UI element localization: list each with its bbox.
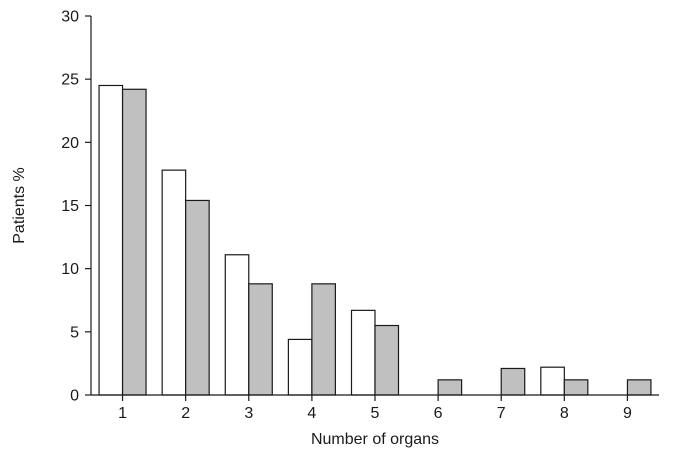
y-tick-label: 10 bbox=[61, 261, 79, 278]
bar-series-2 bbox=[121, 88, 147, 396]
x-tick-label: 9 bbox=[623, 405, 632, 422]
y-tick-label: 5 bbox=[70, 324, 79, 341]
x-tick-label: 8 bbox=[560, 405, 569, 422]
bar-series-2 bbox=[311, 283, 336, 396]
y-tick-label: 15 bbox=[61, 198, 79, 215]
bar-series-2 bbox=[374, 324, 400, 396]
x-tick-label: 2 bbox=[181, 405, 190, 422]
y-tick-label: 30 bbox=[61, 9, 79, 26]
bar-series-1 bbox=[98, 84, 124, 396]
x-tick-label: 6 bbox=[434, 405, 443, 422]
bar-series-2 bbox=[626, 379, 652, 396]
y-tick-label: 0 bbox=[70, 388, 79, 405]
x-ticks-group: 1 2 3 4 5 6 7 8 9 bbox=[118, 395, 632, 422]
x-axis-title: Number of organs bbox=[311, 431, 439, 448]
bar-series-1 bbox=[540, 366, 565, 396]
bar-series-2 bbox=[437, 379, 463, 396]
bar-series-1 bbox=[161, 169, 187, 396]
x-tick-label: 5 bbox=[371, 405, 380, 422]
bar-series-1 bbox=[287, 338, 313, 396]
bars-group bbox=[98, 84, 652, 396]
y-tick-label: 20 bbox=[61, 135, 79, 152]
y-ticks-group: 0 5 10 15 20 25 30 bbox=[61, 9, 91, 405]
x-tick-label: 7 bbox=[497, 405, 506, 422]
bar-series-2 bbox=[248, 283, 273, 396]
bar-series-2 bbox=[500, 367, 526, 396]
y-axis-title: Patients % bbox=[11, 167, 28, 243]
x-tick-label: 1 bbox=[118, 405, 127, 422]
y-tick-label: 25 bbox=[61, 72, 79, 89]
x-tick-label: 4 bbox=[307, 405, 316, 422]
bar-series-1 bbox=[350, 309, 376, 396]
bar-series-1 bbox=[224, 254, 250, 396]
bar-series-2 bbox=[563, 379, 589, 396]
x-tick-label: 3 bbox=[244, 405, 253, 422]
bar-series-2 bbox=[185, 199, 210, 396]
